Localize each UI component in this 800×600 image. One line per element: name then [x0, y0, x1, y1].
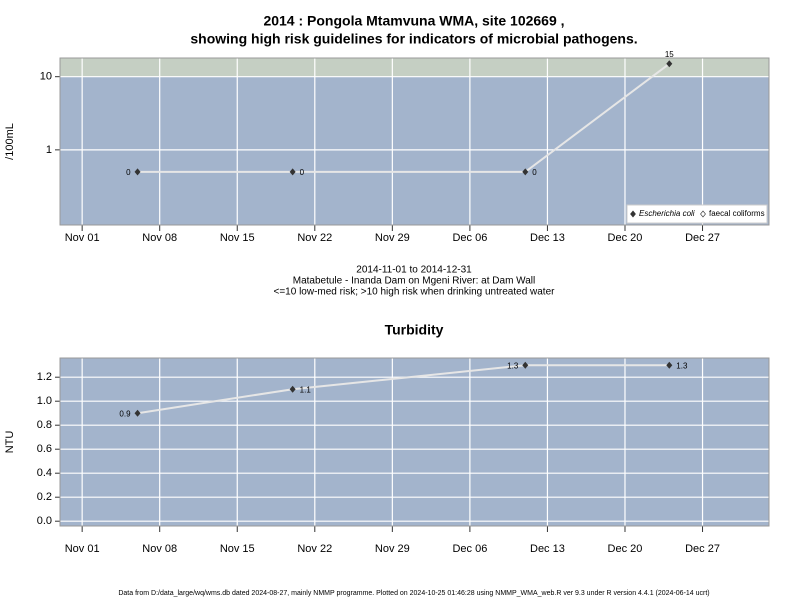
data-label: 0 — [126, 168, 131, 177]
data-point — [289, 385, 296, 393]
x-tick-label: Nov 08 — [142, 543, 177, 555]
x-tick-label: Dec 20 — [608, 232, 643, 244]
data-label: 1.1 — [300, 385, 312, 394]
data-label: 1.3 — [507, 361, 519, 370]
x-tick-label: Nov 22 — [297, 543, 332, 555]
x-tick-label: Dec 27 — [685, 543, 720, 555]
x-tick-label: Nov 01 — [65, 543, 100, 555]
x-tick-label: Nov 29 — [375, 543, 410, 555]
x-tick-label: Dec 13 — [530, 543, 565, 555]
legend-label: faecal coliforms — [709, 209, 765, 218]
y-axis-label: /100mL — [4, 123, 16, 160]
chart-title: Turbidity — [385, 322, 444, 338]
x-tick-label: Dec 20 — [608, 543, 643, 555]
y-tick-label: 0.2 — [37, 491, 52, 503]
x-tick-label: Nov 22 — [297, 232, 332, 244]
legend-marker — [630, 210, 636, 218]
legend-label: Escherichia coli — [639, 209, 695, 218]
x-tick-label: Dec 27 — [685, 232, 720, 244]
plot-background — [59, 357, 770, 527]
x-tick-label: Nov 15 — [220, 543, 255, 555]
legend-marker — [700, 210, 706, 218]
legend-box — [626, 204, 768, 224]
risk-band — [60, 58, 769, 77]
data-point — [134, 168, 141, 176]
x-tick-label: Dec 06 — [452, 232, 487, 244]
x-tick-label: Nov 01 — [65, 232, 100, 244]
data-point — [522, 168, 529, 176]
y-tick-label: 0.0 — [37, 515, 52, 527]
y-tick-label: 0.6 — [37, 443, 52, 455]
data-point — [134, 409, 141, 417]
y-tick-label: 1.2 — [37, 371, 52, 383]
x-tick-label: Dec 13 — [530, 232, 565, 244]
data-label: 0.9 — [119, 409, 131, 418]
series-line — [137, 364, 670, 415]
y-tick-label: 0.4 — [37, 467, 52, 479]
x-tick-label: Nov 15 — [220, 232, 255, 244]
caption: <=10 low-med risk; >10 high risk when dr… — [274, 287, 556, 298]
data-label: 1.3 — [676, 361, 688, 370]
data-label: 0 — [300, 168, 305, 177]
y-tick-label: 1.0 — [37, 395, 52, 407]
data-label: 0 — [532, 168, 537, 177]
plot-frame — [59, 57, 770, 226]
data-point — [666, 361, 673, 369]
caption: 2014-11-01 to 2014-12-31 — [356, 265, 472, 276]
caption: Matabetule - Inanda Dam on Mgeni River: … — [293, 276, 536, 287]
x-tick-label: Dec 06 — [452, 543, 487, 555]
y-tick-label: 1 — [46, 144, 52, 156]
chart-title: 2014 : Pongola Mtamvuna WMA, site 102669… — [263, 13, 564, 29]
footer: Data from D:/data_large/wq/wms.db dated … — [118, 590, 709, 597]
chart-title: showing high risk guidelines for indicat… — [190, 31, 637, 47]
plot-background — [59, 57, 770, 226]
y-tick-label: 0.8 — [37, 419, 52, 431]
y-tick-label: 10 — [40, 71, 52, 83]
x-tick-label: Nov 08 — [142, 232, 177, 244]
data-point — [522, 361, 529, 369]
plot-frame — [59, 357, 770, 527]
series-line — [137, 62, 670, 173]
x-tick-label: Nov 29 — [375, 232, 410, 244]
data-point — [289, 168, 296, 176]
data-point — [666, 60, 673, 68]
y-axis-label: NTU — [4, 431, 16, 454]
data-label: 15 — [665, 50, 674, 59]
